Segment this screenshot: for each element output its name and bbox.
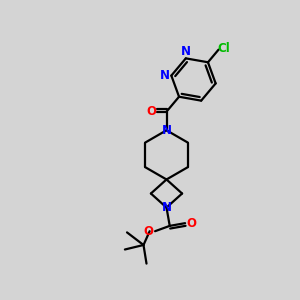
Text: Cl: Cl [218, 42, 230, 55]
Text: N: N [160, 69, 170, 82]
Text: N: N [181, 45, 191, 58]
Text: O: O [146, 105, 157, 118]
Text: N: N [161, 201, 172, 214]
Text: O: O [186, 217, 196, 230]
Text: O: O [143, 225, 154, 238]
Text: N: N [161, 124, 172, 137]
